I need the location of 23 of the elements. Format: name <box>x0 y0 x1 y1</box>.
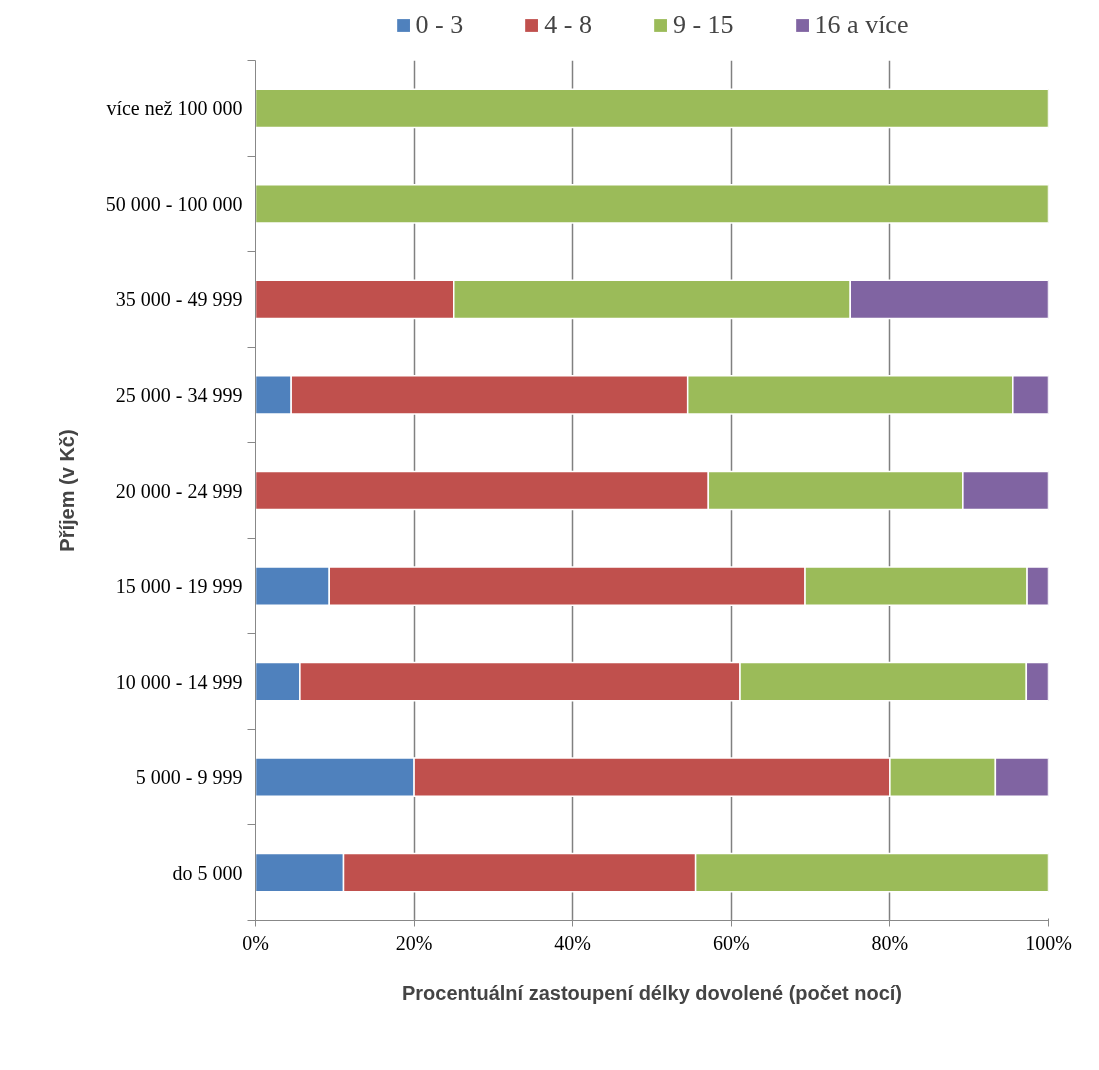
y-tick-label: do 5 000 <box>172 861 243 884</box>
y-tick-label: 10 000 - 14 999 <box>115 670 243 693</box>
y-tick-label: 35 000 - 49 999 <box>115 288 243 311</box>
y-tick-label: 5 000 - 9 999 <box>135 766 243 789</box>
x-axis-title: Procentuální zastoupení délky dovolené (počet nocí) <box>401 981 903 1004</box>
x-tick-label: 80% <box>871 931 909 954</box>
x-tick-label: 60% <box>712 931 750 954</box>
legend-label: 4 - 8 <box>544 10 592 40</box>
legend-label: 9 - 15 <box>672 10 734 40</box>
x-tick-label: 40% <box>554 931 592 954</box>
bar <box>255 88 1049 129</box>
y-tick-label: 50 000 - 100 000 <box>105 192 243 215</box>
bar <box>255 183 1049 224</box>
legend-label: 16 a více <box>814 10 909 40</box>
y-axis-title: Příjem (v Kč) <box>55 429 78 552</box>
y-tick-label: více než 100 000 <box>106 97 243 120</box>
y-tick-label: 15 000 - 19 999 <box>115 575 243 598</box>
x-tick-label: 100% <box>1025 931 1072 954</box>
x-tick-label: 0% <box>242 931 269 954</box>
y-tick-label: 20 000 - 24 999 <box>115 479 243 502</box>
x-tick-label: 20% <box>395 931 433 954</box>
legend-label: 0 - 3 <box>415 10 464 40</box>
y-tick-label: 25 000 - 34 999 <box>115 383 243 406</box>
